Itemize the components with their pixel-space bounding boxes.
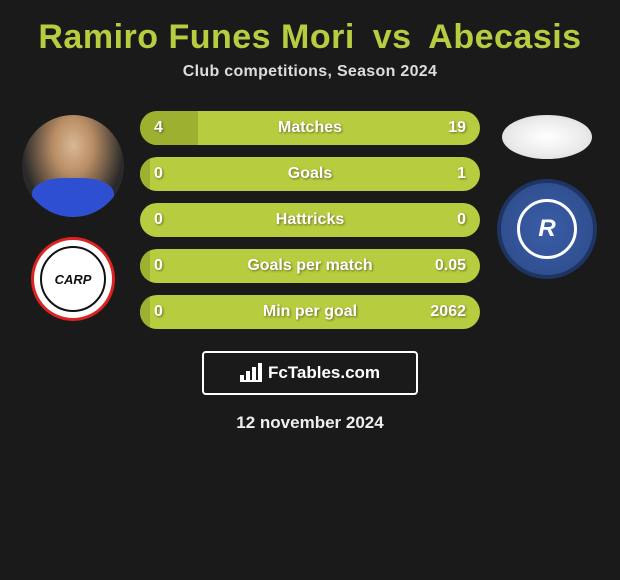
stat-left-value: 0 <box>154 211 163 229</box>
stat-label: Hattricks <box>276 211 344 229</box>
stat-bar: 0 Hattricks 0 <box>140 203 480 237</box>
stat-right-value: 2062 <box>430 303 466 321</box>
brand-badge: FcTables.com <box>202 351 418 395</box>
stat-left-value: 4 <box>154 119 163 137</box>
page-title: Ramiro Funes Mori vs Abecasis <box>38 18 581 57</box>
stat-label: Matches <box>278 119 342 137</box>
stat-label: Min per goal <box>263 303 357 321</box>
stat-bar: 0 Min per goal 2062 <box>140 295 480 329</box>
bar-chart-icon <box>240 364 262 382</box>
subtitle: Club competitions, Season 2024 <box>183 63 437 81</box>
player2-club-badge: R <box>497 179 597 279</box>
club2-initials: R <box>517 199 577 259</box>
stat-left-value: 0 <box>154 257 163 275</box>
stat-bar-fill <box>140 249 150 283</box>
player1-club-badge: CARP <box>31 237 115 321</box>
stat-bar: 4 Matches 19 <box>140 111 480 145</box>
club1-initials: CARP <box>55 272 92 287</box>
stat-right-value: 1 <box>457 165 466 183</box>
stat-label: Goals per match <box>247 257 372 275</box>
stat-bar-fill <box>140 157 150 191</box>
stat-bar: 0 Goals 1 <box>140 157 480 191</box>
stat-left-value: 0 <box>154 165 163 183</box>
brand-text: FcTables.com <box>268 363 380 383</box>
date-stamp: 12 november 2024 <box>236 413 383 433</box>
stat-left-value: 0 <box>154 303 163 321</box>
stat-right-value: 19 <box>448 119 466 137</box>
left-column: CARP <box>18 111 128 321</box>
stat-right-value: 0.05 <box>435 257 466 275</box>
title-vs: vs <box>373 18 412 56</box>
stat-right-value: 0 <box>457 211 466 229</box>
stats-column: 4 Matches 19 0 Goals 1 0 Hattricks 0 0 Goals per m… <box>140 111 480 329</box>
card-root: Ramiro Funes Mori vs Abecasis Club compe… <box>0 0 620 443</box>
title-player2: Abecasis <box>428 18 581 56</box>
title-player1: Ramiro Funes Mori <box>38 18 354 56</box>
stat-bar-fill <box>140 111 198 145</box>
player2-avatar <box>502 115 592 159</box>
stat-label: Goals <box>288 165 332 183</box>
stat-bar: 0 Goals per match 0.05 <box>140 249 480 283</box>
main-row: CARP 4 Matches 19 0 Goals 1 0 Hattricks 0 0 Goals … <box>0 111 620 329</box>
stat-bar-fill <box>140 295 150 329</box>
player1-avatar <box>22 115 124 217</box>
right-column: R <box>492 111 602 279</box>
